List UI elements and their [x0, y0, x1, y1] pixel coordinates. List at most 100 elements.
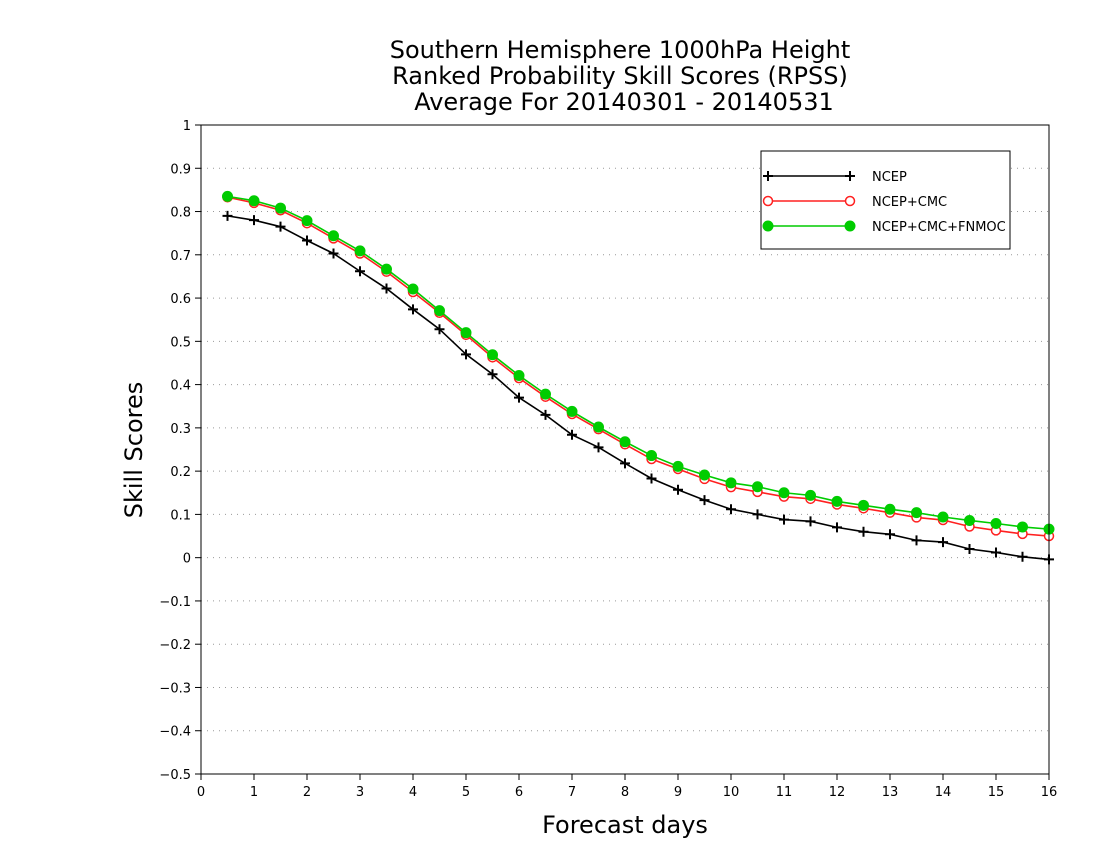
data-point: [487, 349, 498, 361]
legend-label: NCEP+CMC+FNMOC: [872, 220, 1006, 235]
x-tick-label: 6: [515, 785, 523, 800]
data-point: [567, 429, 577, 440]
data-point: [620, 458, 630, 469]
data-point: [937, 511, 949, 523]
data-point: [991, 547, 1001, 558]
legend-label: NCEP+CMC: [872, 195, 947, 210]
data-point: [725, 477, 737, 489]
y-tick-label: 0.1: [170, 508, 191, 523]
data-point: [275, 202, 286, 214]
y-axis-title: Skill Scores: [120, 382, 148, 519]
x-tick-label: 13: [882, 785, 899, 800]
data-point: [222, 210, 233, 221]
data-point: [964, 544, 975, 555]
x-tick-label: 16: [1041, 785, 1058, 800]
y-tick-label: 1: [183, 119, 191, 134]
data-point: [646, 450, 657, 462]
data-point: [763, 171, 773, 181]
data-point: [249, 215, 259, 226]
x-tick-label: 0: [197, 785, 205, 800]
legend-entry: NCEP+CMC+FNMOC: [762, 220, 1006, 235]
data-point: [844, 220, 856, 232]
data-point: [990, 517, 1002, 529]
y-tick-label: −0.4: [159, 725, 191, 740]
y-tick-label: 0.5: [170, 335, 191, 350]
y-tick-label: 0.8: [170, 206, 191, 221]
legend-entry: NCEP: [763, 170, 907, 185]
data-point: [762, 220, 774, 232]
series-ncep: [222, 210, 1054, 565]
data-point: [752, 509, 763, 520]
data-point: [301, 215, 313, 227]
data-point: [805, 489, 816, 501]
data-point: [355, 266, 365, 277]
chart-title: Southern Hemisphere 1000hPa Height Ranke…: [390, 36, 850, 116]
chart-title-line-2: Ranked Probability Skill Scores (RPSS): [392, 62, 848, 90]
data-point: [858, 499, 869, 511]
data-point: [328, 230, 339, 242]
x-tick-label: 10: [723, 785, 740, 800]
series-line: [227, 215, 1050, 561]
data-point: [646, 473, 657, 484]
data-series: [222, 190, 1055, 565]
data-point: [487, 369, 498, 380]
data-point: [408, 304, 418, 315]
legend-box: [760, 150, 1011, 250]
y-tick-label: 0.2: [170, 465, 191, 480]
data-point: [831, 495, 843, 507]
y-tick-label: −0.1: [159, 595, 191, 610]
data-point: [514, 392, 524, 403]
data-point: [513, 370, 525, 382]
data-point: [884, 503, 896, 515]
legend-label: NCEP: [872, 170, 907, 185]
data-point: [911, 535, 922, 546]
y-tick-label: 0.3: [170, 422, 191, 437]
data-point: [566, 405, 578, 417]
legend-items: NCEP NCEP+CMC NCEP+CMC+FNMOC: [762, 170, 1006, 235]
data-point: [938, 537, 948, 548]
legend-entry: NCEP+CMC: [762, 195, 947, 210]
data-point: [407, 283, 419, 295]
data-point: [593, 442, 604, 453]
data-point: [885, 529, 895, 540]
x-tick-label: 9: [674, 785, 682, 800]
x-axis-title: Forecast days: [542, 811, 708, 839]
chart-title-line-1: Southern Hemisphere 1000hPa Height: [390, 36, 850, 64]
data-point: [381, 283, 392, 294]
axis-ticks: −0.5 −0.4 −0.3 −0.2 −0.1 0 0.1 0.2 0.3 0.4 0.5 0.6 0…: [159, 119, 1057, 800]
x-tick-label: 15: [988, 785, 1005, 800]
data-point: [672, 460, 684, 472]
data-point: [845, 171, 855, 181]
y-tick-label: 0.4: [170, 379, 191, 394]
data-point: [460, 327, 472, 339]
data-point: [778, 487, 790, 499]
data-point: [673, 484, 683, 495]
data-point: [805, 516, 816, 527]
x-tick-label: 12: [829, 785, 846, 800]
data-point: [222, 190, 233, 202]
data-point: [248, 195, 260, 207]
chart-title-line-3: Average For 20140301 - 20140531: [414, 88, 834, 116]
data-point: [619, 436, 631, 448]
x-tick-label: 7: [568, 785, 576, 800]
y-tick-label: −0.3: [159, 681, 191, 696]
y-tick-label: −0.5: [159, 768, 191, 783]
data-point: [1017, 551, 1028, 562]
data-point: [726, 504, 736, 515]
x-tick-label: 11: [776, 785, 793, 800]
data-point: [461, 349, 471, 360]
data-point: [699, 469, 710, 481]
y-tick-label: 0.6: [170, 292, 191, 307]
series-ncep-cmc-fnmoc: [222, 190, 1055, 535]
data-point: [762, 195, 774, 207]
data-point: [752, 481, 763, 493]
data-point: [858, 526, 869, 537]
data-point: [832, 522, 842, 533]
data-point: [434, 324, 445, 335]
data-point: [964, 514, 975, 526]
data-point: [1017, 521, 1028, 533]
y-tick-label: −0.2: [159, 638, 191, 653]
data-point: [779, 514, 789, 525]
data-point: [540, 409, 551, 420]
